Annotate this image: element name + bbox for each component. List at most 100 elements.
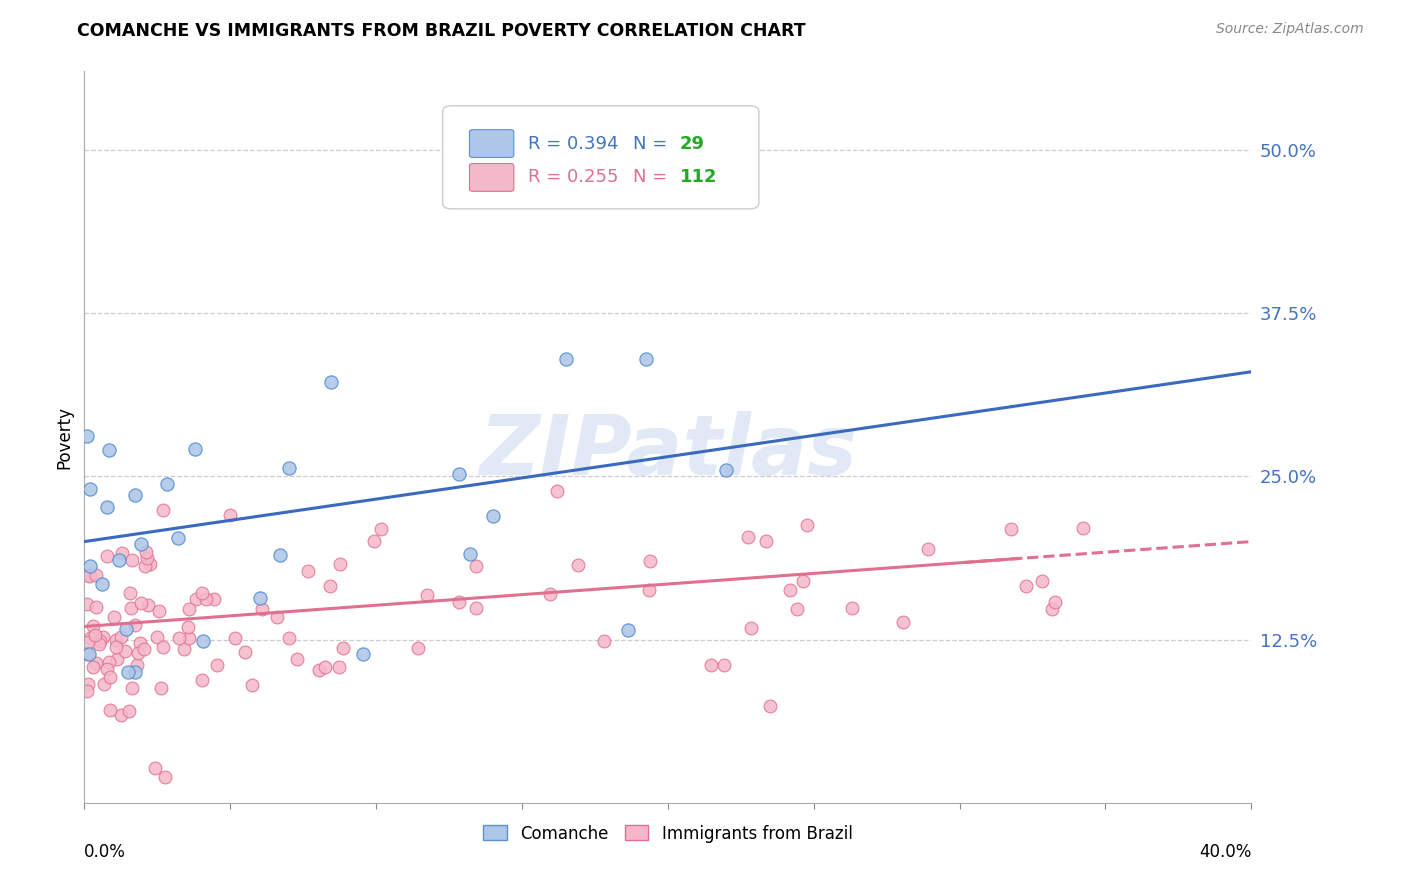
Point <box>129 636 152 650</box>
Point <box>297 565 319 579</box>
Point <box>167 532 190 546</box>
Point <box>129 597 152 611</box>
Text: 0.0%: 0.0% <box>84 843 127 861</box>
Point <box>308 663 330 677</box>
Point <box>105 651 128 665</box>
Point <box>104 633 127 648</box>
Point <box>205 658 228 673</box>
Text: N =: N = <box>633 135 673 153</box>
Point <box>139 557 162 571</box>
Point <box>84 567 107 582</box>
Point <box>249 591 271 606</box>
Text: R = 0.255: R = 0.255 <box>527 169 619 186</box>
Point <box>593 633 616 648</box>
Point <box>89 633 111 648</box>
Point <box>111 547 134 561</box>
Point <box>76 647 98 661</box>
Point <box>266 609 288 624</box>
Text: 40.0%: 40.0% <box>1199 843 1251 861</box>
Point <box>638 582 661 597</box>
Point <box>82 619 104 633</box>
Point <box>363 534 385 549</box>
Point <box>567 558 589 573</box>
Point <box>127 646 149 660</box>
FancyBboxPatch shape <box>470 163 513 191</box>
Point <box>93 677 115 691</box>
Point <box>103 609 125 624</box>
Point <box>76 684 98 698</box>
Point <box>79 567 101 582</box>
Point <box>638 554 661 568</box>
Point <box>716 463 738 477</box>
Point <box>449 467 471 481</box>
Point <box>318 579 340 593</box>
Legend: Comanche, Immigrants from Brazil: Comanche, Immigrants from Brazil <box>477 818 859 849</box>
FancyBboxPatch shape <box>443 106 759 209</box>
Point <box>135 545 157 559</box>
Point <box>79 482 101 496</box>
Point <box>121 553 143 567</box>
Point <box>167 631 190 645</box>
Point <box>156 477 179 491</box>
Point <box>79 647 101 661</box>
Text: N =: N = <box>633 169 673 186</box>
Point <box>841 601 863 615</box>
Point <box>77 677 100 691</box>
Point <box>134 641 156 656</box>
Point <box>76 634 98 648</box>
Point <box>134 558 156 573</box>
Point <box>1040 602 1063 616</box>
Point <box>191 634 214 648</box>
Point <box>148 604 170 618</box>
Point <box>82 660 104 674</box>
Point <box>179 602 201 616</box>
Point <box>105 640 128 654</box>
Point <box>96 500 118 515</box>
Point <box>98 669 121 683</box>
Point <box>1000 522 1022 536</box>
Point <box>191 673 214 687</box>
Point <box>117 704 139 718</box>
Point <box>96 549 118 564</box>
FancyBboxPatch shape <box>470 129 513 158</box>
Point <box>91 630 114 644</box>
Point <box>110 630 132 644</box>
Point <box>277 460 299 475</box>
Point <box>224 631 246 645</box>
Point <box>117 665 139 680</box>
Point <box>120 586 142 600</box>
Point <box>184 442 207 456</box>
Point <box>352 647 374 661</box>
Point <box>152 503 174 517</box>
Point <box>792 574 814 589</box>
Point <box>98 443 121 458</box>
Point <box>76 429 98 443</box>
Point <box>186 592 208 607</box>
Point <box>370 522 392 536</box>
Point <box>314 660 336 674</box>
Point <box>136 551 159 566</box>
Point <box>758 698 780 713</box>
Point <box>83 628 105 642</box>
Point <box>110 707 132 722</box>
Text: 29: 29 <box>679 135 704 153</box>
Point <box>893 615 915 629</box>
Point <box>79 631 101 645</box>
Text: COMANCHE VS IMMIGRANTS FROM BRAZIL POVERTY CORRELATION CHART: COMANCHE VS IMMIGRANTS FROM BRAZIL POVER… <box>77 22 806 40</box>
Point <box>86 657 108 671</box>
Point <box>194 591 217 606</box>
Point <box>124 665 146 680</box>
Text: R = 0.394: R = 0.394 <box>527 135 619 153</box>
Point <box>125 657 148 672</box>
Point <box>87 637 110 651</box>
Point <box>740 621 762 635</box>
Point <box>1031 574 1053 588</box>
Point <box>233 645 256 659</box>
Point <box>96 663 118 677</box>
Point <box>76 597 98 611</box>
Point <box>1071 521 1094 535</box>
Point <box>108 553 131 567</box>
Point <box>449 595 471 609</box>
Point <box>634 351 657 366</box>
Point <box>121 681 143 695</box>
